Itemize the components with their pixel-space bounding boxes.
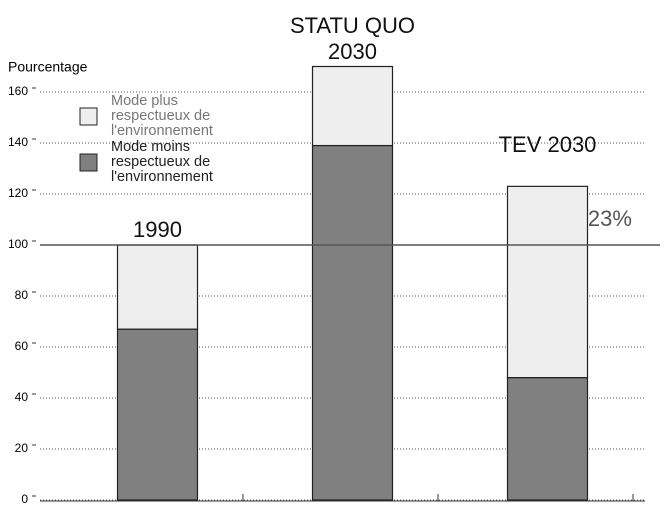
legend-label: Mode plus respectueux de l'environnement — [111, 93, 213, 139]
category-label: TEV 2030 — [498, 132, 597, 158]
y-axis-label: Pourcentage — [8, 59, 88, 75]
legend-label: Mode moins respectueux de l'environnemen… — [111, 139, 213, 185]
category-label: STATU QUO 2030 — [289, 12, 416, 64]
bar-segment — [506, 377, 589, 501]
category-label: 1990 — [133, 217, 182, 242]
y-tick-label: 60 — [15, 339, 29, 353]
y-tick-label: 20 — [15, 441, 29, 455]
legend-swatch — [79, 107, 98, 126]
bar-segment — [116, 244, 199, 330]
bar-segment — [506, 185, 589, 379]
y-tick-label: 120 — [8, 186, 28, 200]
bar-segment — [116, 328, 199, 501]
legend-swatch — [79, 153, 98, 172]
y-tick-label: 140 — [8, 135, 28, 149]
y-tick-label: 0 — [21, 492, 28, 506]
y-tick-label: 160 — [8, 84, 28, 98]
bar-segment — [311, 144, 394, 501]
y-tick-label: 40 — [15, 390, 29, 404]
y-tick-label: 80 — [15, 288, 29, 302]
y-tick-label: 100 — [8, 237, 28, 251]
bar-segment — [311, 65, 394, 147]
